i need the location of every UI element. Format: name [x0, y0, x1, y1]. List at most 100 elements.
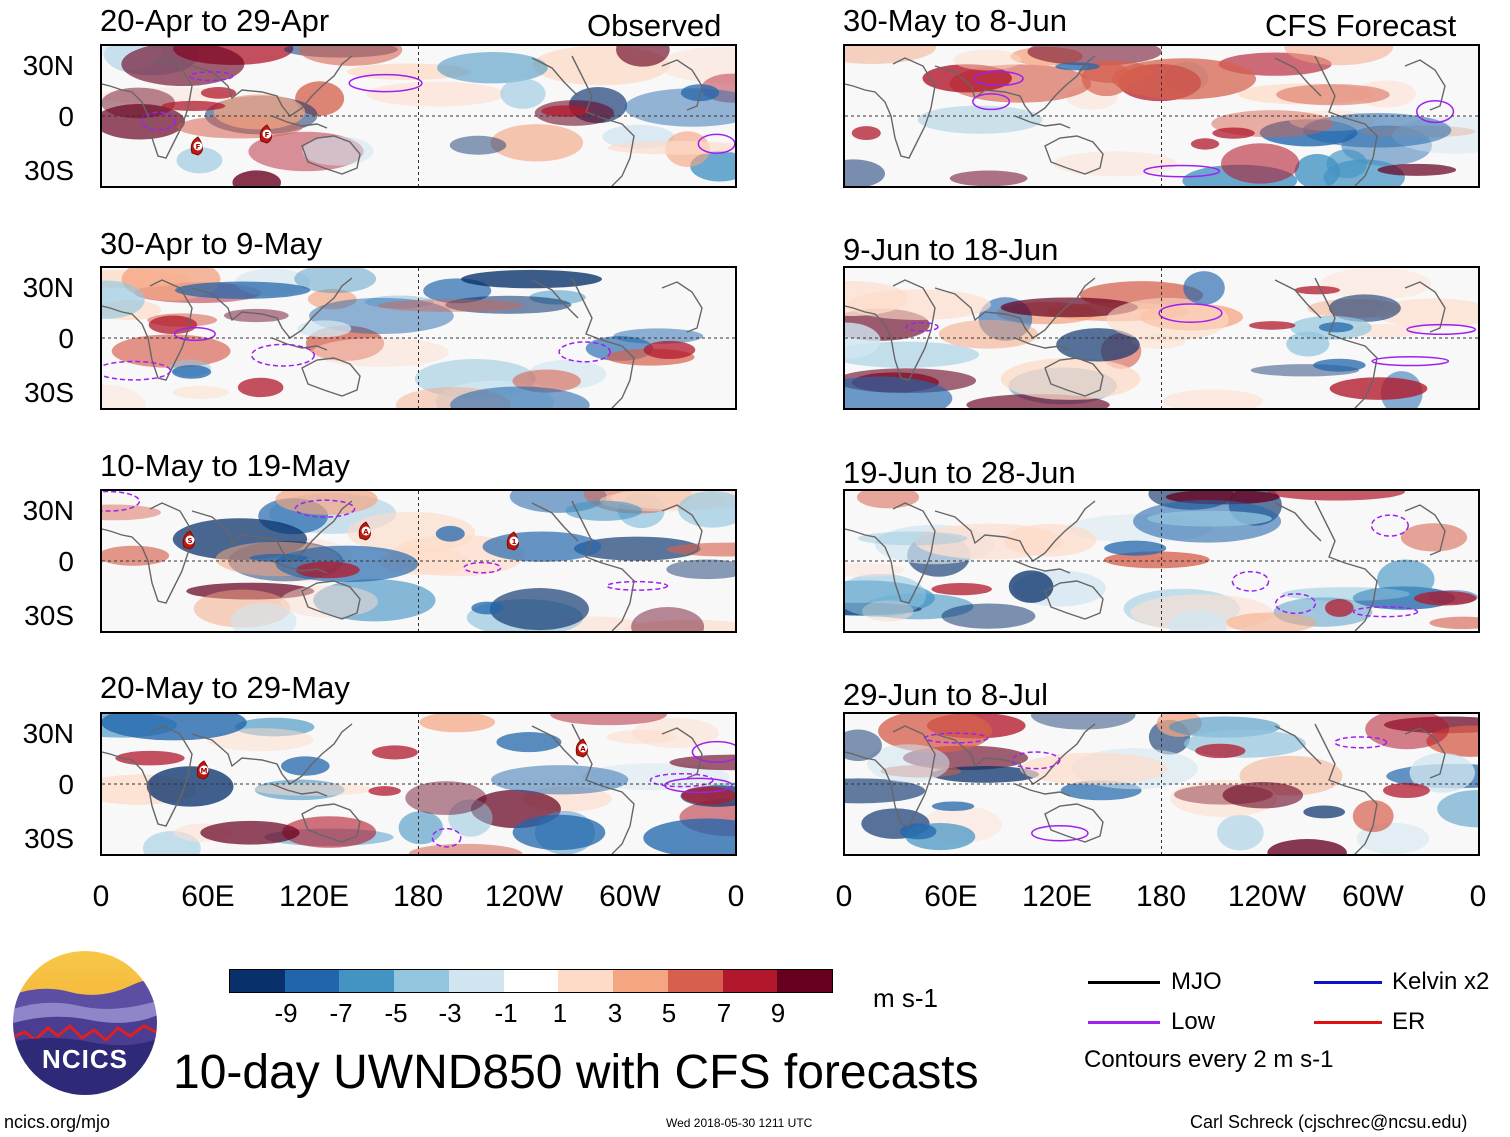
map-svg-p8	[845, 714, 1478, 854]
lon-label-120e: 120E	[278, 880, 350, 913]
storm-marker-icon: 1	[506, 531, 519, 551]
colorbar-swatch	[777, 970, 833, 992]
colorbar-swatch	[448, 970, 505, 992]
lon-label-0: 0	[92, 880, 110, 913]
colorbar-label: 5	[661, 998, 677, 1028]
low-legend-label: Low	[1171, 1008, 1216, 1035]
map-panel-p5	[843, 44, 1480, 188]
storm-marker-letter: 1	[512, 538, 517, 546]
lon-label-120e: 120E	[1021, 880, 1093, 913]
map-panel-p6	[843, 266, 1480, 410]
storm-marker-letter: M	[201, 767, 208, 775]
panel-title-p5: 30-May to 8-Jun	[843, 3, 1067, 38]
map-svg-p7	[845, 491, 1478, 631]
colorbar-swatch	[339, 970, 395, 992]
storm-marker-letter: A	[580, 745, 586, 753]
kelvin-legend-label: Kelvin x2	[1392, 968, 1490, 995]
lat-label-30n: 30N	[22, 718, 74, 749]
lat-label-eq: 0	[58, 323, 74, 354]
lat-label-eq: 0	[58, 546, 74, 577]
storm-marker-icon: F	[259, 124, 272, 144]
colorbar-swatch	[230, 970, 286, 992]
contours-note: Contours every 2 m s-1	[1084, 1046, 1334, 1073]
colorbar-label: -9	[274, 998, 298, 1028]
lat-label-eq: 0	[58, 101, 74, 132]
map-panel-p3: S A 1	[100, 489, 737, 633]
colorbar-swatch	[558, 970, 614, 992]
lon-label-60w: 60W	[599, 880, 661, 913]
map-panel-p8	[843, 712, 1480, 856]
mjo-legend-line	[1088, 981, 1160, 984]
panel-title-p3: 10-May to 19-May	[100, 448, 350, 483]
storm-marker-icon: F	[190, 136, 203, 156]
storm-marker-icon: A	[575, 738, 588, 758]
figure-title: 10-day UWND850 with CFS forecasts	[173, 1046, 979, 1099]
colorbar-label: -1	[494, 998, 518, 1028]
lat-label-eq: 0	[58, 769, 74, 800]
lon-label-180: 180	[1135, 880, 1187, 913]
lat-label-30s: 30S	[24, 823, 74, 854]
er-legend-label: ER	[1392, 1008, 1426, 1035]
lat-label-30s: 30S	[24, 155, 74, 186]
map-svg-p5	[845, 46, 1478, 186]
colorbar-label: 9	[770, 998, 786, 1028]
colorbar-label: 3	[607, 998, 623, 1028]
storm-marker-icon: S	[182, 530, 195, 550]
colorbar-label: 7	[716, 998, 732, 1028]
lat-label-30n: 30N	[22, 495, 74, 526]
lon-label-120w: 120W	[1227, 880, 1307, 913]
lon-label-0: 0	[835, 880, 853, 913]
colorbar-swatch	[284, 970, 340, 992]
storm-marker-icon: M	[196, 760, 209, 780]
storm-marker-letter: A	[363, 528, 369, 536]
colorbar-swatch	[613, 970, 669, 992]
footer-timestamp: Wed 2018-05-30 1211 UTC	[666, 1116, 813, 1130]
map-svg-p3: S A 1	[102, 491, 735, 631]
panel-title-p2: 30-Apr to 9-May	[100, 226, 323, 261]
panel-title-p1: 20-Apr to 29-Apr	[100, 3, 330, 38]
lat-label-30n: 30N	[22, 272, 74, 303]
colorbar-label: -3	[438, 998, 462, 1028]
storm-marker-letter: F	[196, 143, 201, 151]
lat-label-30s: 30S	[24, 377, 74, 408]
footer-url[interactable]: ncics.org/mjo	[4, 1112, 111, 1132]
er-legend-line	[1314, 1021, 1382, 1024]
ncics-logo-text: NCICS	[42, 1044, 128, 1074]
map-panel-p7	[843, 489, 1480, 633]
colorbar-swatch	[394, 970, 450, 992]
mjo-legend-label: MJO	[1171, 968, 1222, 995]
map-panel-p2	[100, 266, 737, 410]
lon-label-180: 180	[392, 880, 444, 913]
panel-title-p4: 20-May to 29-May	[100, 670, 350, 705]
colorbar	[229, 969, 833, 993]
ncics-logo-graphic	[11, 949, 159, 1097]
lon-label-60e: 60E	[181, 880, 235, 913]
lat-label-30s: 30S	[24, 600, 74, 631]
lon-label-360: 0	[1469, 880, 1487, 913]
lon-label-120w: 120W	[484, 880, 564, 913]
map-svg-p1: FF	[102, 46, 735, 186]
forecast-label: CFS Forecast	[1265, 8, 1457, 43]
colorbar-label: 1	[552, 998, 568, 1028]
storm-marker-icon: A	[358, 521, 371, 541]
map-svg-p4: MA	[102, 714, 735, 854]
map-svg-p2	[102, 268, 735, 408]
colorbar-units: m s-1	[873, 983, 938, 1013]
map-svg-p6	[845, 268, 1478, 408]
colorbar-label: -5	[384, 998, 408, 1028]
colorbar-label: -7	[329, 998, 353, 1028]
footer-credit: Carl Schreck (cjschrec@ncsu.edu)	[1190, 1112, 1468, 1132]
lon-label-60w: 60W	[1342, 880, 1404, 913]
lat-label-30n: 30N	[22, 50, 74, 81]
lon-label-360: 0	[727, 880, 745, 913]
low-legend-line	[1088, 1021, 1160, 1024]
panel-title-p7: 19-Jun to 28-Jun	[843, 455, 1076, 490]
ncics-logo: NCICS	[10, 948, 160, 1098]
observed-label: Observed	[587, 8, 722, 43]
storm-marker-letter: S	[187, 537, 192, 545]
kelvin-legend-line	[1314, 981, 1382, 984]
panel-title-p8: 29-Jun to 8-Jul	[843, 677, 1049, 712]
lon-label-60e: 60E	[924, 880, 978, 913]
